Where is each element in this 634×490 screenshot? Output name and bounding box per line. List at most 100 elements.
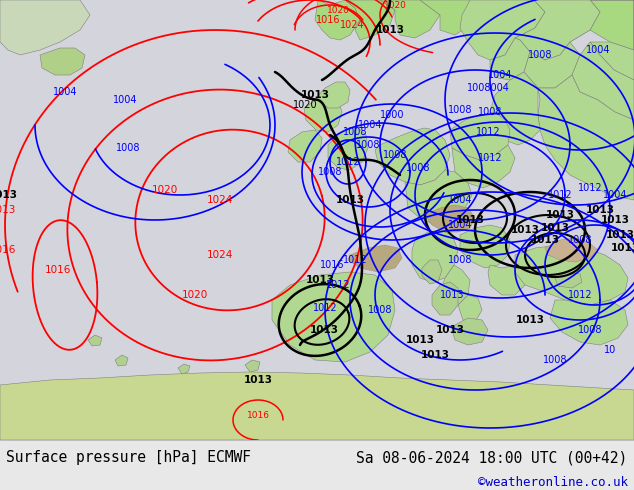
Text: 1012: 1012 (343, 255, 367, 265)
Text: 1008: 1008 (356, 140, 380, 150)
Text: 1013: 1013 (611, 243, 634, 253)
Polygon shape (572, 42, 634, 120)
Text: 1013: 1013 (243, 375, 273, 385)
Text: 1008: 1008 (318, 167, 342, 177)
Text: 1013: 1013 (406, 335, 434, 345)
Polygon shape (245, 360, 260, 372)
Polygon shape (470, 0, 545, 38)
Text: 1004: 1004 (603, 190, 627, 200)
Polygon shape (315, 0, 360, 40)
Polygon shape (345, 0, 395, 40)
Text: 1008: 1008 (543, 355, 567, 365)
Polygon shape (452, 145, 515, 188)
Text: 1013: 1013 (440, 290, 464, 300)
Text: 1013: 1013 (0, 190, 18, 200)
Text: 1024: 1024 (207, 195, 233, 205)
Polygon shape (272, 272, 395, 362)
Text: 1013: 1013 (455, 215, 484, 225)
Text: 1020: 1020 (293, 100, 317, 110)
Polygon shape (440, 265, 470, 305)
Polygon shape (490, 38, 530, 80)
Polygon shape (420, 0, 480, 35)
Text: 1016: 1016 (316, 15, 340, 25)
Text: 1013: 1013 (375, 25, 404, 35)
Polygon shape (450, 112, 510, 160)
Polygon shape (530, 0, 600, 42)
Text: 1013: 1013 (515, 315, 545, 325)
Text: 1008: 1008 (578, 325, 602, 335)
Text: 1008004: 1008004 (467, 83, 510, 93)
Text: 1016: 1016 (45, 265, 71, 275)
Text: 1013: 1013 (0, 205, 16, 215)
Text: 1008: 1008 (478, 107, 502, 117)
Polygon shape (524, 42, 580, 88)
Text: 1012: 1012 (326, 280, 351, 290)
Polygon shape (288, 130, 322, 162)
Text: 1020: 1020 (384, 0, 406, 9)
Polygon shape (375, 128, 450, 185)
Polygon shape (590, 0, 634, 80)
Polygon shape (515, 0, 600, 60)
Polygon shape (490, 72, 540, 145)
Text: 1012: 1012 (578, 183, 602, 193)
Text: 1013: 1013 (436, 325, 465, 335)
Text: 1013: 1013 (306, 275, 335, 285)
Text: 1008: 1008 (448, 105, 472, 115)
Polygon shape (515, 245, 628, 305)
Polygon shape (304, 98, 342, 132)
Text: 1020: 1020 (327, 5, 349, 15)
Text: 1008: 1008 (116, 143, 140, 153)
Text: 1013: 1013 (420, 350, 450, 360)
Text: Surface pressure [hPa] ECMWF: Surface pressure [hPa] ECMWF (6, 450, 251, 465)
Text: 1004: 1004 (53, 87, 77, 97)
Polygon shape (460, 225, 510, 268)
Text: 1013: 1013 (309, 325, 339, 335)
Polygon shape (425, 205, 475, 232)
Text: 1024: 1024 (340, 20, 365, 30)
Text: 1013: 1013 (545, 210, 574, 220)
Polygon shape (545, 238, 598, 262)
Text: 1008: 1008 (527, 50, 552, 60)
Text: 1024: 1024 (207, 250, 233, 260)
Text: 1008: 1008 (568, 235, 592, 245)
Text: 1013: 1013 (541, 223, 569, 233)
Polygon shape (40, 48, 85, 75)
Text: 1008: 1008 (343, 127, 367, 137)
Text: 1012: 1012 (335, 157, 360, 167)
Polygon shape (328, 128, 368, 170)
Text: 1004: 1004 (448, 220, 472, 230)
Text: 1020: 1020 (182, 290, 208, 300)
Polygon shape (115, 355, 128, 366)
Polygon shape (460, 0, 545, 60)
Text: 1004: 1004 (113, 95, 137, 105)
Text: 1013: 1013 (510, 225, 540, 235)
Text: 1013: 1013 (605, 230, 634, 240)
Text: 1013: 1013 (531, 235, 559, 245)
Polygon shape (432, 282, 458, 315)
Text: 1016: 1016 (0, 245, 16, 255)
Text: 1013: 1013 (301, 90, 330, 100)
Text: 1012: 1012 (476, 127, 500, 137)
Polygon shape (422, 260, 442, 284)
Polygon shape (405, 170, 472, 225)
Polygon shape (0, 372, 634, 440)
Text: 1004: 1004 (488, 70, 512, 80)
Text: 1012: 1012 (567, 290, 592, 300)
Text: 1004: 1004 (586, 45, 611, 55)
Text: 1020: 1020 (152, 185, 178, 195)
Text: 1008: 1008 (406, 163, 430, 173)
Polygon shape (538, 75, 634, 200)
Polygon shape (590, 0, 634, 50)
Text: 1016: 1016 (247, 411, 269, 419)
Polygon shape (458, 295, 482, 322)
Text: 1013: 1013 (600, 215, 630, 225)
Text: 1016: 1016 (320, 260, 344, 270)
Text: 1008: 1008 (368, 305, 392, 315)
Polygon shape (380, 0, 440, 38)
Polygon shape (88, 335, 102, 346)
Polygon shape (555, 272, 582, 288)
Text: 1000: 1000 (380, 110, 404, 120)
Text: 10: 10 (604, 345, 616, 355)
Text: 1008: 1008 (383, 150, 407, 160)
Polygon shape (488, 265, 525, 295)
